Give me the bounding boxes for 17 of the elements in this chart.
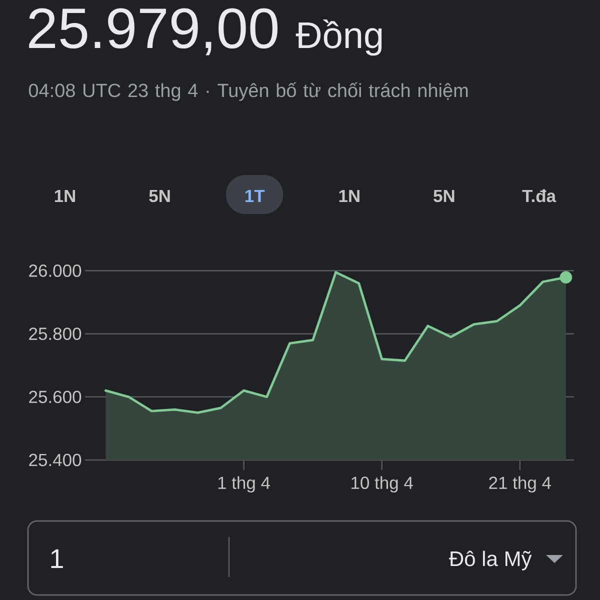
text: 1N <box>339 190 360 202</box>
y-tick-label: 25.600 <box>29 390 82 404</box>
y-tick-label: 26.000 <box>29 264 82 277</box>
text: 1T <box>245 190 265 202</box>
y-tick-label: 25.800 <box>29 328 82 340</box>
text: 5N <box>434 190 454 202</box>
chart-title: 25.979,00 Đồng <box>29 8 382 56</box>
chart-subtitle: 04:08 UTC 23 thg 4 · Tuyên bố từ chối trách nhiệm <box>28 82 468 101</box>
x-tick-label: 21 thg 4 <box>489 476 552 493</box>
text: 1N <box>54 190 76 202</box>
text: Đô la Mỹ <box>449 550 532 570</box>
x-tick-label: 10 thg 4 <box>352 476 413 493</box>
text: T.đa <box>522 189 556 202</box>
x-tick-label: 1 thg 4 <box>218 476 270 493</box>
text: 1 <box>51 549 63 568</box>
y-tick-label: 25.400 <box>29 454 82 466</box>
text: 5N <box>149 190 170 202</box>
